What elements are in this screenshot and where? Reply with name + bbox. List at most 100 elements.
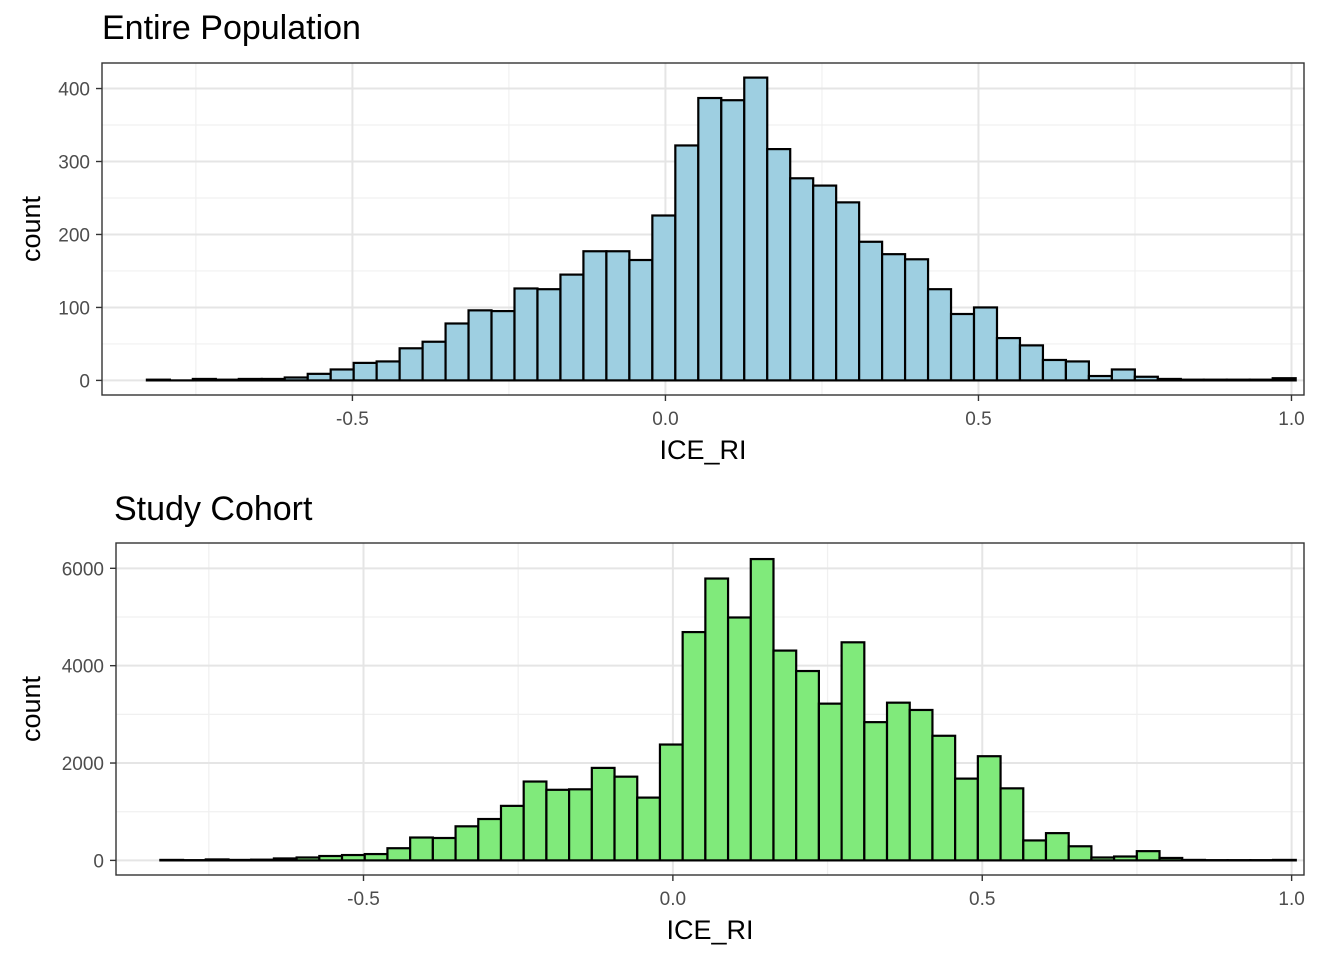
histogram-bar bbox=[954, 777, 979, 862]
y-tick-label: 100 bbox=[58, 298, 90, 319]
y-axis-title: count bbox=[16, 195, 46, 262]
histogram-bar bbox=[908, 708, 934, 862]
histogram-bar bbox=[1064, 360, 1090, 382]
histogram-bar bbox=[817, 702, 843, 862]
histogram-bar bbox=[931, 734, 957, 862]
histogram-bar bbox=[720, 99, 746, 382]
histogram-bar bbox=[795, 669, 821, 862]
histogram-bar bbox=[522, 780, 548, 862]
x-tick-label: -0.5 bbox=[347, 889, 380, 910]
histogram-bar bbox=[858, 240, 884, 382]
histogram-bar bbox=[421, 340, 447, 382]
histogram-bar bbox=[559, 273, 585, 382]
histogram-bar bbox=[568, 788, 593, 862]
y-tick-label: 0 bbox=[93, 851, 104, 872]
histogram-bar bbox=[1156, 377, 1182, 382]
histogram-bar bbox=[743, 76, 769, 382]
y-tick-label: 4000 bbox=[62, 657, 104, 678]
histogram-bar bbox=[409, 836, 434, 862]
histogram-bar bbox=[1110, 368, 1136, 382]
histogram-bar bbox=[999, 787, 1025, 862]
histogram-bar bbox=[1018, 344, 1045, 382]
histogram-bar bbox=[582, 250, 608, 382]
histogram-bar bbox=[1248, 378, 1274, 382]
histogram-bar bbox=[1090, 856, 1116, 862]
x-tick-label: 0.0 bbox=[652, 409, 678, 430]
histogram-bar bbox=[628, 258, 654, 382]
histogram-bar bbox=[1087, 374, 1113, 382]
histogram-bar bbox=[536, 288, 562, 382]
x-tick-label: 1.0 bbox=[1278, 889, 1304, 910]
y-tick-label: 6000 bbox=[62, 559, 104, 580]
chart-title: Study Cohort bbox=[114, 490, 313, 528]
y-tick-label: 2000 bbox=[62, 754, 104, 775]
histogram-bar bbox=[477, 817, 503, 862]
histogram-bar bbox=[789, 177, 815, 382]
histogram-bar bbox=[881, 253, 907, 382]
histogram-bar bbox=[398, 347, 424, 382]
histogram-bar bbox=[272, 857, 298, 862]
x-axis-title: ICE_RI bbox=[659, 435, 746, 465]
histogram-bar bbox=[283, 376, 309, 382]
histogram-bar bbox=[340, 853, 366, 862]
histogram-bar bbox=[863, 721, 889, 862]
histogram-bar bbox=[903, 258, 930, 382]
histogram-bar bbox=[926, 288, 953, 382]
histogram-bar bbox=[636, 796, 662, 862]
histogram-bar bbox=[835, 201, 861, 382]
histogram-bar bbox=[590, 766, 616, 862]
histogram-bar bbox=[976, 755, 1002, 862]
histogram-bar bbox=[1202, 378, 1228, 382]
histogram-bar bbox=[467, 309, 493, 382]
histogram-bar bbox=[329, 368, 355, 382]
x-axis-title: ICE_RI bbox=[666, 915, 753, 945]
histogram-bar bbox=[674, 144, 700, 382]
x-tick-label: 0.0 bbox=[660, 889, 686, 910]
histogram-bar bbox=[704, 577, 730, 862]
histogram-bar bbox=[885, 701, 911, 862]
y-tick-label: 400 bbox=[58, 80, 90, 101]
chart-title: Entire Population bbox=[102, 9, 361, 47]
histogram-bar bbox=[1041, 358, 1068, 382]
histogram-bar bbox=[318, 854, 344, 862]
histogram-bar bbox=[237, 377, 263, 382]
histogram-bar bbox=[490, 309, 516, 382]
y-tick-label: 200 bbox=[58, 225, 90, 246]
y-tick-label: 300 bbox=[58, 153, 90, 174]
histogram-bar bbox=[1022, 839, 1048, 862]
histogram-bar bbox=[840, 641, 866, 862]
histogram-bar bbox=[145, 378, 171, 382]
panel-border bbox=[101, 62, 1305, 396]
histogram-bar bbox=[513, 287, 539, 382]
histogram-bar bbox=[1113, 855, 1138, 862]
histogram-bar bbox=[1271, 377, 1297, 382]
histogram-bar bbox=[1158, 856, 1184, 862]
histogram-bar bbox=[772, 649, 798, 862]
histogram-bar bbox=[1225, 378, 1251, 382]
y-axis-title: count bbox=[16, 675, 46, 742]
histogram-panel-entire-population: Entire Population count ICE_RI -0.5 0.0 0.… bbox=[16, 9, 1305, 465]
histogram-bar bbox=[995, 336, 1022, 382]
histogram-bar bbox=[499, 804, 525, 862]
histogram-bar bbox=[306, 372, 332, 382]
histogram-bar bbox=[681, 630, 707, 862]
histogram-bar bbox=[812, 184, 838, 382]
x-tick-label: 0.5 bbox=[965, 409, 991, 430]
x-tick-label: -0.5 bbox=[336, 409, 369, 430]
histogram-bar bbox=[204, 858, 230, 862]
histogram-bar bbox=[613, 775, 639, 862]
histogram-bar bbox=[295, 856, 321, 862]
histogram-bar bbox=[766, 148, 792, 382]
histogram-bar bbox=[444, 322, 470, 382]
histogram-bar bbox=[949, 312, 976, 382]
histogram-bar bbox=[697, 96, 723, 382]
histogram-bar bbox=[1179, 378, 1205, 382]
x-tick-label: 0.5 bbox=[969, 889, 995, 910]
histogram-bar bbox=[260, 377, 286, 382]
axes: -0.5 0.0 0.5 1.0 0 2000 4000 6000 bbox=[62, 542, 1305, 910]
panel-border bbox=[115, 542, 1305, 876]
y-tick-label: 0 bbox=[79, 371, 90, 392]
histogram-bar bbox=[214, 378, 240, 382]
histogram-bar bbox=[651, 214, 677, 382]
